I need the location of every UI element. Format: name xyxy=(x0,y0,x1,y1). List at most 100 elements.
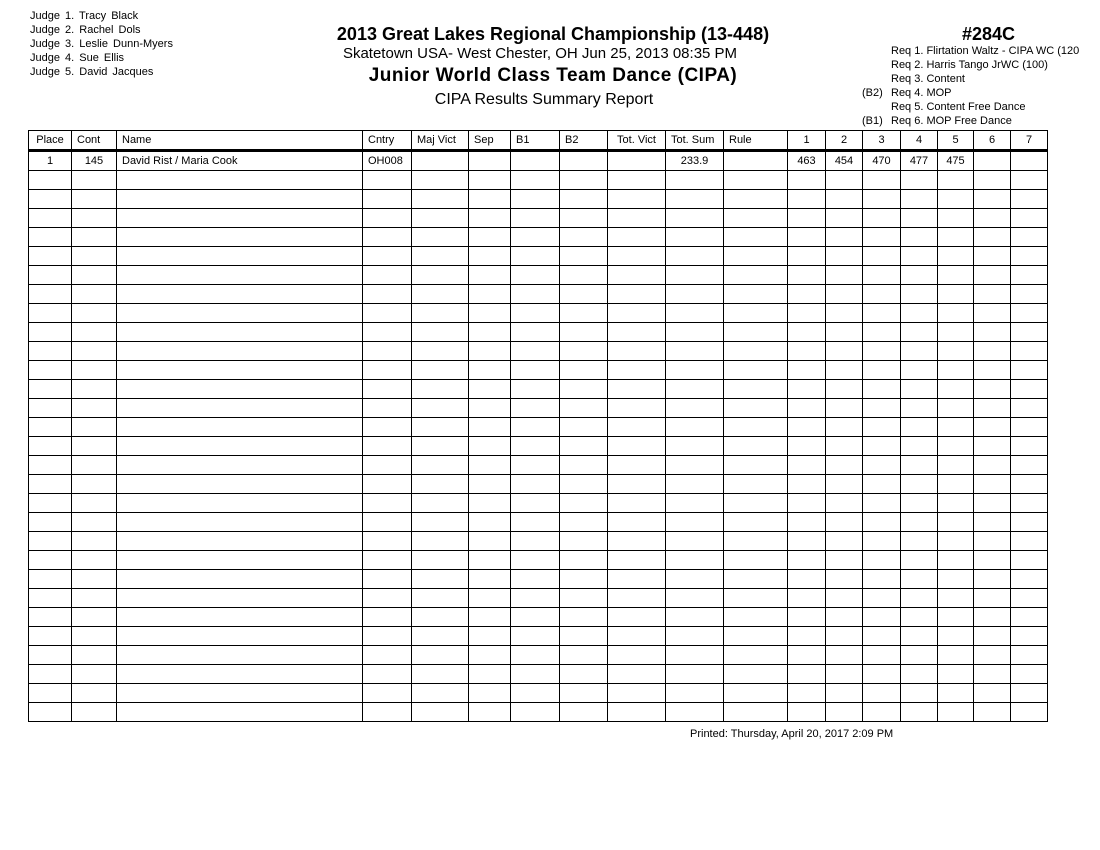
table-cell xyxy=(1010,512,1048,532)
table-cell xyxy=(28,455,72,475)
column-header: Place xyxy=(28,130,72,152)
table-cell xyxy=(510,569,560,589)
table-cell xyxy=(362,417,412,437)
table-cell xyxy=(937,664,974,684)
table-cell xyxy=(825,512,863,532)
table-cell xyxy=(71,474,117,494)
table-cell xyxy=(116,645,363,665)
table-cell xyxy=(607,284,666,304)
table-cell xyxy=(1010,208,1048,228)
table-cell xyxy=(900,398,938,418)
table-cell xyxy=(28,607,72,627)
table-cell xyxy=(862,398,901,418)
table-cell xyxy=(787,322,826,342)
table-row xyxy=(28,683,1048,703)
table-cell xyxy=(787,170,826,190)
table-cell xyxy=(973,150,1011,171)
table-cell xyxy=(116,170,363,190)
table-cell xyxy=(665,436,724,456)
requirement-label: Req 6. MOP Free Dance xyxy=(891,115,1012,127)
table-row xyxy=(28,379,1048,399)
table-cell xyxy=(1010,227,1048,247)
table-cell xyxy=(1010,303,1048,323)
table-cell xyxy=(787,379,826,399)
table-cell xyxy=(362,189,412,209)
table-cell xyxy=(665,322,724,342)
table-cell xyxy=(510,417,560,437)
table-cell xyxy=(825,265,863,285)
table-cell xyxy=(1010,436,1048,456)
table-cell xyxy=(362,569,412,589)
table-cell xyxy=(607,474,666,494)
table-cell xyxy=(411,455,469,475)
table-cell xyxy=(559,341,608,361)
printed-timestamp: Printed: Thursday, April 20, 2017 2:09 P… xyxy=(690,728,894,740)
venue-date: Skatetown USA- West Chester, OH Jun 25, … xyxy=(342,45,738,62)
table-cell xyxy=(900,360,938,380)
table-cell xyxy=(937,379,974,399)
table-cell xyxy=(973,227,1011,247)
table-cell xyxy=(973,531,1011,551)
table-cell xyxy=(607,150,666,171)
table-cell xyxy=(723,512,788,532)
table-cell xyxy=(723,303,788,323)
table-cell xyxy=(937,170,974,190)
table-cell xyxy=(825,645,863,665)
table-cell xyxy=(1010,626,1048,646)
table-cell: 1 xyxy=(28,150,72,171)
table-cell xyxy=(607,265,666,285)
table-cell xyxy=(787,208,826,228)
requirement-item: (B1) Req 6. MOP Free Dance xyxy=(840,114,1100,128)
table-cell xyxy=(862,417,901,437)
table-cell xyxy=(787,189,826,209)
table-cell xyxy=(411,512,469,532)
table-cell xyxy=(411,360,469,380)
table-cell xyxy=(1010,531,1048,551)
table-cell xyxy=(510,379,560,399)
requirement-label: Req 5. Content Free Dance xyxy=(891,101,1026,113)
table-cell xyxy=(973,493,1011,513)
table-cell xyxy=(665,512,724,532)
table-cell xyxy=(607,455,666,475)
table-cell xyxy=(973,588,1011,608)
column-header: B2 xyxy=(559,130,608,152)
table-cell xyxy=(665,341,724,361)
table-cell xyxy=(825,417,863,437)
table-cell xyxy=(825,170,863,190)
table-cell xyxy=(468,227,511,247)
table-row xyxy=(28,569,1048,589)
table-cell xyxy=(362,246,412,266)
requirement-item: (B2) Req 4. MOP xyxy=(840,86,1100,100)
table-cell xyxy=(468,398,511,418)
requirement-label: Req 2. Harris Tango JrWC (100) xyxy=(891,59,1048,71)
table-cell xyxy=(510,512,560,532)
table-cell xyxy=(900,531,938,551)
table-row xyxy=(28,664,1048,684)
table-row xyxy=(28,474,1048,494)
judge-4: Judge 4. Sue Ellis xyxy=(30,52,125,64)
table-cell xyxy=(116,512,363,532)
table-cell xyxy=(71,189,117,209)
table-cell xyxy=(937,550,974,570)
table-cell xyxy=(28,550,72,570)
table-cell xyxy=(862,265,901,285)
table-cell xyxy=(468,645,511,665)
table-cell xyxy=(723,322,788,342)
table-cell xyxy=(825,189,863,209)
table-cell xyxy=(1010,398,1048,418)
table-cell: 477 xyxy=(900,150,938,171)
table-cell xyxy=(468,170,511,190)
table-cell xyxy=(607,246,666,266)
table-cell xyxy=(723,417,788,437)
table-cell xyxy=(862,702,901,722)
table-cell xyxy=(411,588,469,608)
table-cell xyxy=(559,360,608,380)
table-cell xyxy=(723,493,788,513)
table-cell xyxy=(411,150,469,171)
table-cell xyxy=(665,360,724,380)
table-cell xyxy=(825,626,863,646)
table-cell xyxy=(468,246,511,266)
table-cell xyxy=(1010,569,1048,589)
table-cell xyxy=(116,569,363,589)
table-cell xyxy=(937,227,974,247)
